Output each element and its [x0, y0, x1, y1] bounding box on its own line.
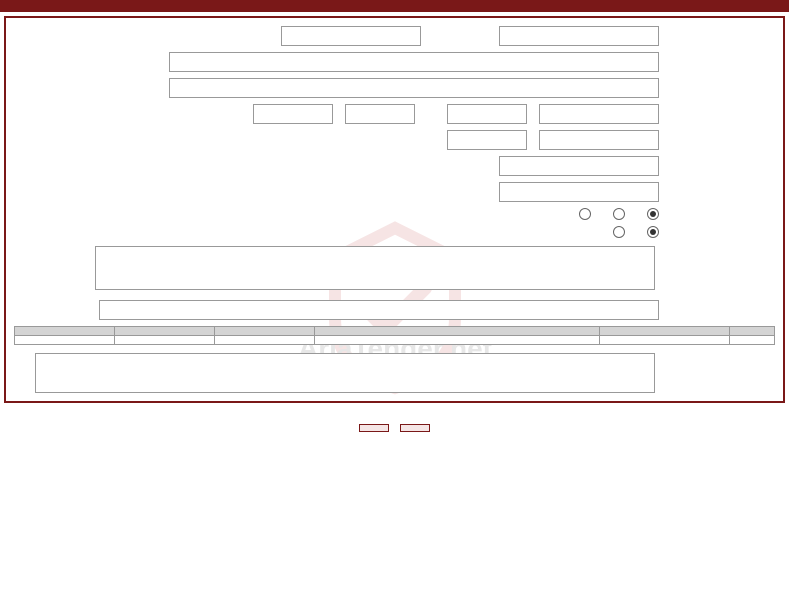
button-row: [0, 413, 789, 438]
radio-icon: [613, 208, 625, 220]
radio-khadamat[interactable]: [609, 208, 625, 220]
cell-row: [730, 336, 775, 345]
th-unit: [215, 327, 315, 336]
radio-kala[interactable]: [643, 208, 659, 220]
input-need-number[interactable]: [499, 26, 659, 46]
radio-group-subject: [575, 208, 659, 220]
table-header-row: [15, 327, 775, 336]
input-city[interactable]: [499, 182, 659, 202]
row-price-validity: [14, 130, 775, 150]
radio-icon: [647, 226, 659, 238]
row-subject-class: [14, 208, 775, 220]
input-item-group[interactable]: [99, 300, 659, 320]
input-deadline-time[interactable]: [447, 104, 527, 124]
row-response-deadline: [14, 104, 775, 124]
items-table: [14, 326, 775, 345]
input-deadline-date[interactable]: [539, 104, 659, 124]
input-requester[interactable]: [169, 78, 659, 98]
row-buyer-notes: [14, 353, 775, 393]
print-button[interactable]: [400, 424, 430, 432]
input-announce-datetime[interactable]: [281, 26, 421, 46]
cell-qty: [115, 336, 215, 345]
table-row: [15, 336, 775, 345]
input-buyer-org[interactable]: [169, 52, 659, 72]
radio-jozei[interactable]: [643, 226, 659, 238]
textarea-need-desc[interactable]: [95, 246, 655, 290]
th-row: [730, 327, 775, 336]
row-process-type: [14, 226, 775, 238]
back-button[interactable]: [359, 424, 389, 432]
cell-name: [315, 336, 600, 345]
row-requester: [14, 78, 775, 98]
input-validity-date[interactable]: [539, 130, 659, 150]
input-remain-time[interactable]: [253, 104, 333, 124]
main-panel: AriaTender.net: [4, 16, 785, 403]
label-need-desc: [665, 246, 775, 250]
radio-icon: [579, 208, 591, 220]
input-validity-time[interactable]: [447, 130, 527, 150]
row-need-number: [14, 26, 775, 46]
radio-group-process: [609, 226, 659, 238]
row-buyer-org: [14, 52, 775, 72]
cell-date: [15, 336, 115, 345]
radio-icon: [613, 226, 625, 238]
cell-code: [600, 336, 730, 345]
row-province: [14, 156, 775, 176]
radio-motavaset[interactable]: [609, 226, 625, 238]
input-remain-days[interactable]: [345, 104, 415, 124]
input-province[interactable]: [499, 156, 659, 176]
radio-kala-khadamat[interactable]: [575, 208, 591, 220]
textarea-buyer-notes[interactable]: [35, 353, 655, 393]
radio-icon: [647, 208, 659, 220]
row-item-group: [14, 300, 775, 320]
cell-unit: [215, 336, 315, 345]
label-buyer-notes: [665, 353, 775, 357]
row-need-desc: [14, 246, 775, 290]
th-qty: [115, 327, 215, 336]
th-date: [15, 327, 115, 336]
th-code: [600, 327, 730, 336]
row-city: [14, 182, 775, 202]
panel-header: [0, 0, 789, 12]
th-name: [315, 327, 600, 336]
